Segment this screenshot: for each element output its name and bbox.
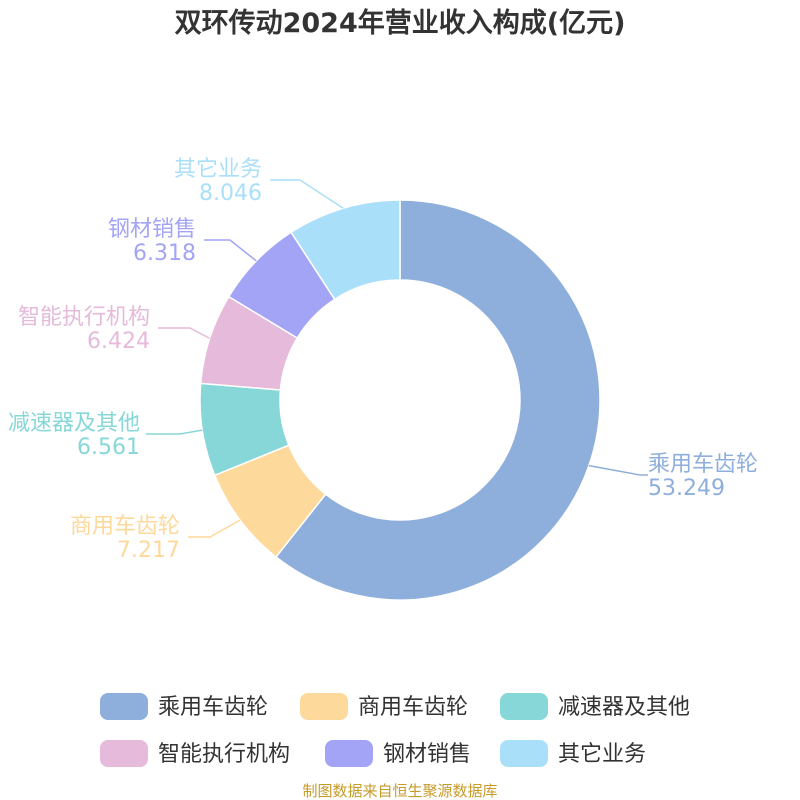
legend-swatch	[100, 740, 148, 767]
slice-labels: 乘用车齿轮53.249商用车齿轮7.217减速器及其他6.561智能执行机构6.…	[8, 157, 758, 563]
legend-label: 钢材销售	[383, 742, 471, 767]
slice-2-value-label: 7.217	[117, 538, 180, 563]
chart-title: 双环传动2024年营业收入构成(亿元)	[175, 7, 626, 39]
legend-swatch	[300, 693, 348, 720]
slice-5-value-label: 6.318	[133, 241, 196, 266]
slice-1-leader-line	[588, 464, 648, 476]
slice-1-arc	[275, 199, 601, 601]
legend-label: 智能执行机构	[158, 742, 290, 767]
slice-1-name-label: 乘用车齿轮	[648, 452, 758, 477]
donut-slices	[199, 199, 601, 601]
legend-swatch	[325, 740, 373, 767]
legend-swatch	[500, 693, 548, 720]
legend-swatch	[500, 740, 548, 767]
legend-item-1[interactable]: 乘用车齿轮	[100, 693, 268, 720]
legend-item-3[interactable]: 减速器及其他	[500, 693, 690, 720]
slice-6-leader-line	[270, 179, 344, 209]
slice-5-name-label: 钢材销售	[108, 217, 196, 242]
slice-6-arc	[290, 199, 401, 301]
legend-item-6[interactable]: 其它业务	[500, 740, 646, 767]
slice-6-name-label: 其它业务	[174, 157, 262, 182]
slice-1-value-label: 53.249	[648, 476, 725, 501]
legend-item-4[interactable]: 智能执行机构	[100, 740, 290, 767]
source-note: 制图数据来自恒生聚源数据库	[302, 782, 497, 800]
legend-label: 减速器及其他	[558, 695, 690, 720]
slice-2-name-label: 商用车齿轮	[70, 514, 180, 539]
legend-item-2[interactable]: 商用车齿轮	[300, 693, 468, 720]
legend-label: 商用车齿轮	[358, 695, 468, 720]
label-leader-lines	[146, 179, 648, 538]
slice-4-name-label: 智能执行机构	[18, 305, 150, 330]
slice-6-value-label: 8.046	[199, 181, 262, 206]
legend-swatch	[100, 693, 148, 720]
slice-4-value-label: 6.424	[87, 329, 150, 354]
slice-3-value-label: 6.561	[77, 435, 140, 460]
slice-3-leader-line	[146, 429, 203, 435]
slice-3-name-label: 减速器及其他	[8, 411, 140, 436]
legend-label: 乘用车齿轮	[158, 695, 268, 720]
slice-5-leader-line	[204, 239, 257, 262]
slice-4-leader-line	[158, 327, 211, 340]
legend-item-5[interactable]: 钢材销售	[325, 740, 471, 767]
slice-2-leader-line	[188, 519, 241, 538]
legend-label: 其它业务	[558, 742, 646, 767]
